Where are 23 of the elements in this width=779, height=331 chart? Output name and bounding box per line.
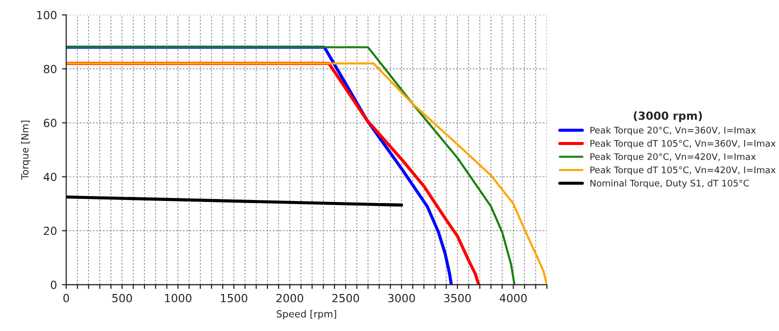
x-tick-label: 4000 [500,294,527,302]
x-tick-label: 0 [63,294,70,302]
y-tick-label: 100 [37,10,56,20]
y-tick-label: 80 [44,64,56,74]
x-tick-label: 500 [112,294,132,302]
legend-label: Peak Torque dT 105°C, Vn=360V, I=Imax [590,140,776,149]
y-tick-label: 0 [50,280,56,290]
legend-label: Peak Torque dT 105°C, Vn=420V, I=Imax [590,166,776,176]
legend-label: Nominal Torque, Duty S1, dT 105°C [590,180,749,188]
y-tick-label: 40 [44,172,56,182]
y-tick-label: 60 [44,118,56,128]
x-tick-label: 1000 [165,294,192,302]
x-tick-label: 2000 [276,294,304,302]
x-axis-title: Speed [rpm] [276,310,336,320]
x-tick-label: 1500 [220,294,248,302]
x-tick-label: 3500 [444,294,471,302]
x-tick-label: 2500 [332,294,360,302]
x-tick-label: 3000 [388,294,415,302]
legend-title: (3000 rpm) [634,111,702,122]
legend-label: Peak Torque 20°C, Vn=360V, I=Imax [590,126,756,136]
y-axis-title: Torque [Nm] [21,120,30,180]
y-tick-label: 20 [44,226,56,236]
legend-label: Peak Torque 20°C, Vn=420V, I=Imax [590,153,756,162]
